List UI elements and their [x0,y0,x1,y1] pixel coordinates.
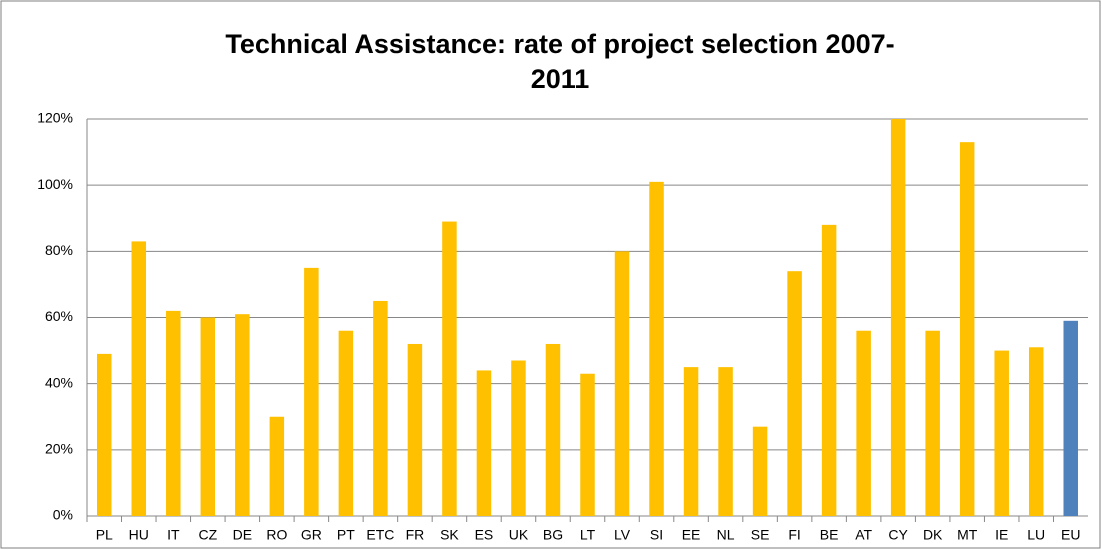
bar [856,330,871,516]
y-tick-label: 0% [53,507,73,523]
x-tick-label: NL [717,527,735,543]
x-tick-label: BG [543,527,563,543]
bar [200,317,216,516]
bar [787,271,802,516]
bar [718,367,733,516]
x-tick-label: BE [820,527,839,543]
bar [511,360,526,516]
x-tick-label: EE [682,527,701,543]
bar [373,300,388,516]
y-tick-label: 80% [45,242,73,258]
x-tick-label: HU [129,527,149,543]
bar [959,142,975,517]
x-tick-label: RO [266,527,287,543]
x-tick-label: PT [337,527,355,543]
bar [1063,320,1078,516]
x-tick-label: CZ [198,527,217,543]
x-tick-label: LU [1027,527,1045,543]
bar [545,343,561,516]
x-tick-label: LV [614,527,631,543]
x-tick-label: ETC [366,527,394,543]
y-tick-label: 120% [37,110,73,126]
x-tick-label: EU [1061,527,1080,543]
bar [131,241,147,517]
x-tick-label: GR [301,527,322,543]
x-tick-label: IE [995,527,1008,543]
bar [821,224,837,516]
x-tick-label: FR [406,527,425,543]
x-tick-label: DE [233,527,252,543]
x-tick-label: PL [96,527,113,543]
x-tick-label: FI [788,527,800,543]
x-tick-label: AT [855,527,872,543]
bar [338,330,354,516]
bar [994,350,1009,516]
bar [407,343,423,516]
bar [304,267,319,516]
bar [925,330,940,516]
chart-title: Technical Assistance: rate of project se… [225,29,894,59]
x-tick-label: SI [650,527,663,543]
x-tick-label: UK [509,527,529,543]
bar [890,119,906,516]
x-tick-label: SK [440,527,459,543]
bar [269,416,285,516]
bar [683,367,699,516]
bar [97,353,112,516]
x-tick-label: SE [751,527,770,543]
bar [1028,347,1044,516]
x-tick-label: MT [957,527,978,543]
x-tick-label: LT [580,527,596,543]
y-tick-label: 20% [45,441,73,457]
x-tick-label: DK [923,527,943,543]
chart-title: 2011 [531,64,590,94]
x-tick-label: IT [167,527,180,543]
x-tick-label: CY [888,527,908,543]
bar [580,373,595,516]
bar [752,426,768,516]
y-tick-label: 100% [37,176,73,192]
y-tick-label: 60% [45,308,73,324]
bar [614,251,630,517]
y-tick-label: 40% [45,374,73,390]
x-tick-label: ES [475,527,494,543]
bar [649,181,664,516]
bar [166,310,181,516]
bar [235,314,250,516]
bar [442,221,457,516]
bar [476,370,492,516]
